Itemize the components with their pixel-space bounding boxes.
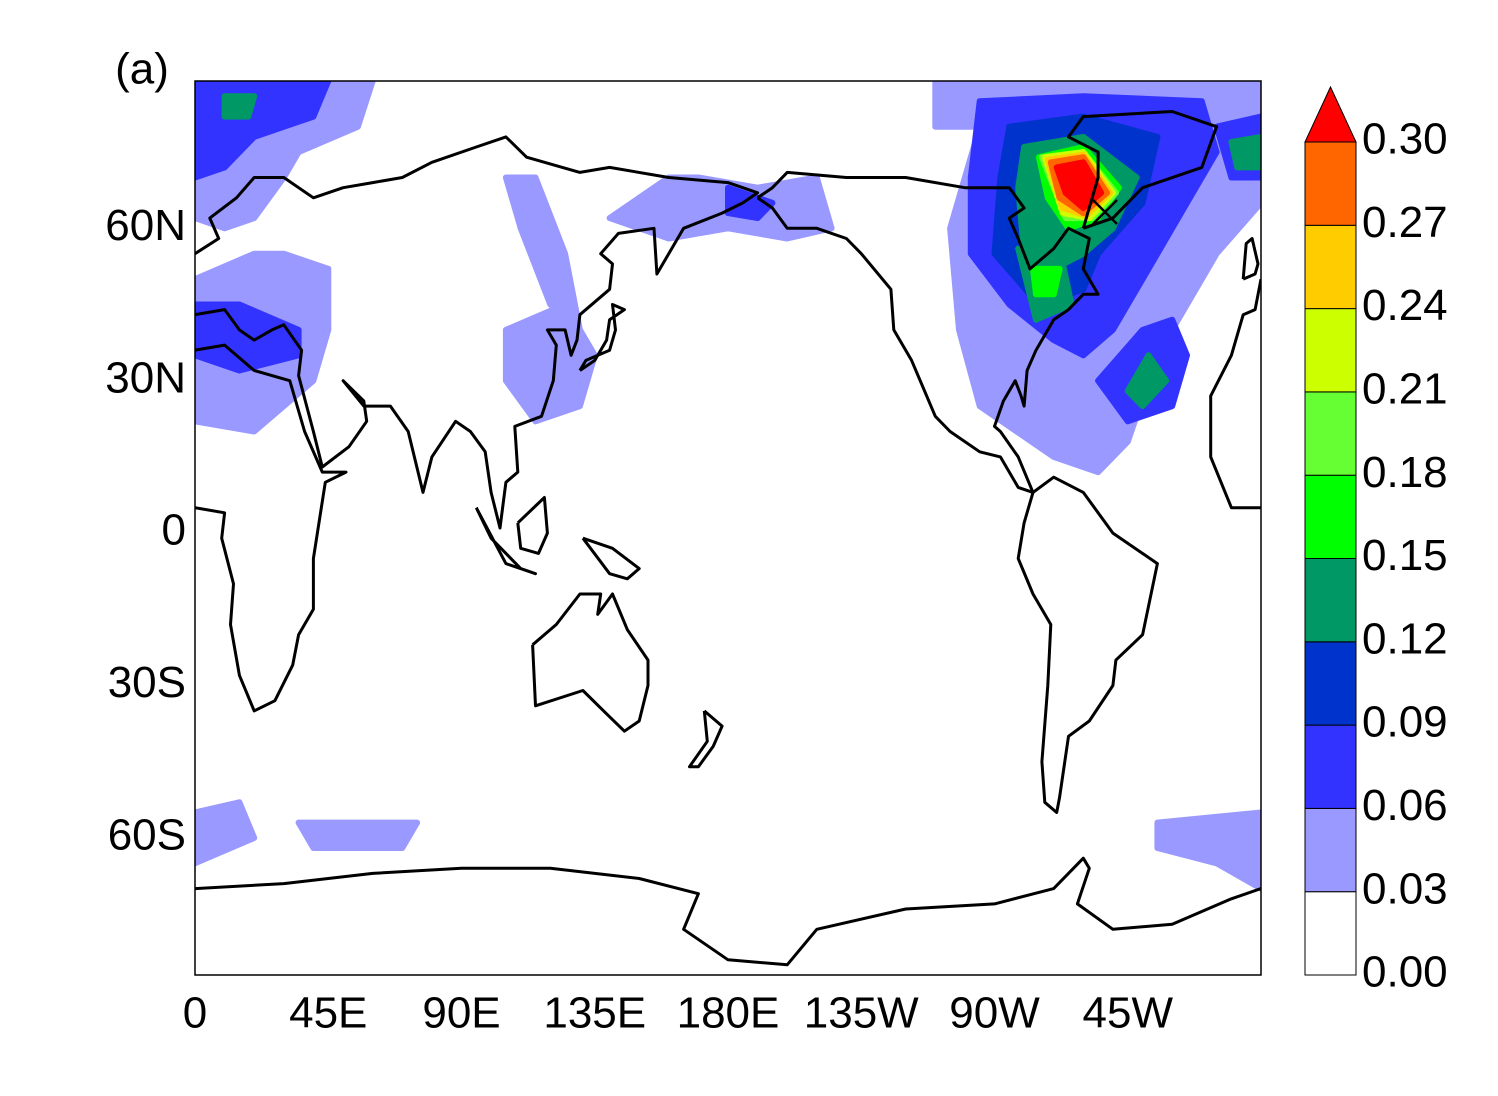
x-tick-label: 90W xyxy=(949,989,1040,1038)
shaded-region xyxy=(1030,265,1063,298)
colorbar-label: 0.21 xyxy=(1362,365,1448,414)
colorbar-label: 0.18 xyxy=(1362,448,1448,497)
coastline xyxy=(195,343,348,713)
shaded-region xyxy=(1228,133,1261,171)
colorbar-label: 0.30 xyxy=(1362,115,1448,164)
coastline xyxy=(1016,475,1159,814)
shading xyxy=(195,81,1261,892)
panel-label: (a) xyxy=(115,45,169,94)
coastline xyxy=(1067,110,1219,230)
y-tick-label: 60N xyxy=(105,201,186,250)
shaded-region xyxy=(1154,809,1261,892)
coastline xyxy=(688,709,724,769)
colorbar-label: 0.00 xyxy=(1362,948,1448,997)
x-tick-label: 135E xyxy=(543,989,646,1038)
y-tick-label: 60S xyxy=(108,810,186,859)
x-tick-label: 90E xyxy=(422,989,500,1038)
colorbar-box xyxy=(1304,641,1357,726)
coastline xyxy=(474,506,537,576)
shaded-region xyxy=(295,819,421,851)
colorbar-box xyxy=(1304,558,1357,643)
colorbar-label: 0.12 xyxy=(1362,614,1448,663)
colorbar-box xyxy=(1304,807,1357,893)
colorbar-box xyxy=(1304,308,1357,393)
colorbar-label: 0.27 xyxy=(1362,198,1448,247)
colorbar-label: 0.15 xyxy=(1362,531,1448,580)
colorbar-box xyxy=(1304,224,1357,310)
max-marker xyxy=(1092,199,1118,225)
coastline xyxy=(1241,237,1260,281)
coastline xyxy=(581,536,641,581)
colorbar-label: 0.24 xyxy=(1362,281,1448,330)
x-tick-label: 45E xyxy=(289,989,367,1038)
shaded-region xyxy=(221,93,258,120)
shaded-region xyxy=(195,799,258,867)
shaded-region xyxy=(502,301,598,425)
x-tick-label: 45W xyxy=(1083,989,1174,1038)
colorbar-label: 0.09 xyxy=(1362,698,1448,747)
shaded-region xyxy=(1124,352,1170,410)
shaded-region xyxy=(195,301,302,374)
coastline xyxy=(516,496,549,555)
colorbar-extension xyxy=(1304,85,1357,143)
colorbar-box xyxy=(1304,141,1357,226)
colorbar-box xyxy=(1304,474,1357,560)
coastline xyxy=(578,303,626,372)
y-tick-label: 30N xyxy=(105,353,186,402)
coastlines xyxy=(195,110,1261,967)
x-tick-label: 0 xyxy=(183,989,207,1038)
colorbar: 0.00 0.03 0.06 0.09 0.12 0.15 0.18 0.21 0.24 0.27… xyxy=(1304,85,1448,997)
x-tick-label: 180E xyxy=(677,989,780,1038)
coastline xyxy=(1209,278,1261,510)
colorbar-box xyxy=(1304,391,1357,476)
colorbar-label: 0.03 xyxy=(1362,864,1448,913)
colorbar-label: 0.06 xyxy=(1362,781,1448,830)
coastline xyxy=(756,170,1100,494)
coastline xyxy=(195,135,760,530)
y-tick-label: 30S xyxy=(108,658,186,707)
map-frame xyxy=(194,80,1262,976)
coastline xyxy=(531,592,650,733)
coastline xyxy=(195,856,1261,967)
y-tick-label: 0 xyxy=(162,506,186,555)
colorbar-box xyxy=(1304,891,1357,976)
colorbar-box xyxy=(1304,724,1357,809)
x-tick-label: 135W xyxy=(804,989,919,1038)
